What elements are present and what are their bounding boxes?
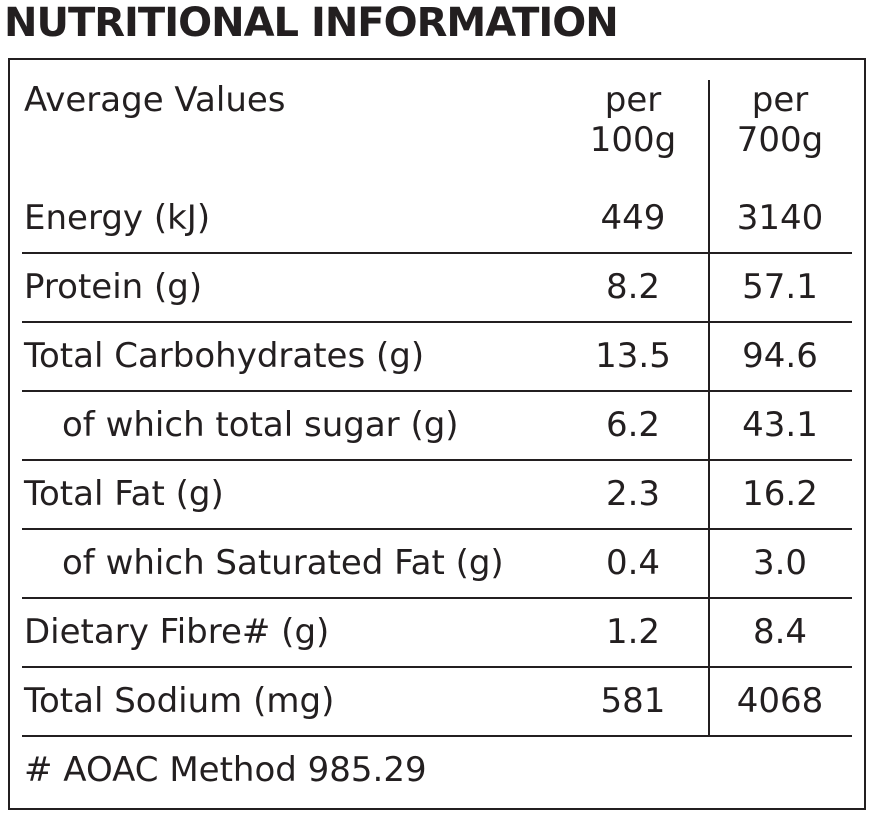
header-col: per 100g: [589, 80, 677, 160]
row-label: Total Sodium (mg): [24, 681, 335, 721]
footnote: # AOAC Method 985.29: [24, 750, 427, 790]
row-label: of which Saturated Fat (g): [62, 543, 504, 583]
row-separator: [22, 459, 852, 461]
row-separator: [22, 252, 852, 254]
row-label: Total Carbohydrates (g): [24, 336, 425, 376]
value-per-pack: 16.2: [742, 474, 818, 514]
value-per-100g: 13.5: [595, 336, 671, 376]
row-separator: [22, 597, 852, 599]
value-per-pack: 43.1: [742, 405, 818, 445]
table-frame: [8, 58, 866, 810]
column-divider: [708, 80, 710, 736]
value-per-100g: 2.3: [605, 474, 661, 514]
value-per-100g: 0.4: [605, 543, 661, 583]
value-per-pack: 57.1: [742, 267, 818, 307]
header-col: per 700g: [736, 80, 824, 160]
value-per-100g: 6.2: [605, 405, 661, 445]
header-label: Average Values: [24, 80, 286, 120]
value-per-100g: 581: [600, 681, 666, 721]
row-separator: [22, 321, 852, 323]
row-separator: [22, 528, 852, 530]
row-label: Energy (kJ): [24, 198, 211, 238]
title: NUTRITIONAL INFORMATION: [4, 0, 619, 46]
value-per-pack: 8.4: [752, 612, 808, 652]
row-label: Total Fat (g): [24, 474, 224, 514]
value-per-100g: 8.2: [605, 267, 661, 307]
row-label: of which total sugar (g): [62, 405, 459, 445]
row-separator: [22, 390, 852, 392]
value-per-pack: 4068: [736, 681, 824, 721]
row-separator: [22, 666, 852, 668]
row-label: Dietary Fibre# (g): [24, 612, 330, 652]
row-separator: [22, 735, 852, 737]
value-per-100g: 1.2: [605, 612, 661, 652]
row-label: Protein (g): [24, 267, 203, 307]
value-per-pack: 3.0: [752, 543, 808, 583]
value-per-pack: 94.6: [742, 336, 818, 376]
value-per-pack: 3140: [736, 198, 824, 238]
value-per-100g: 449: [600, 198, 666, 238]
